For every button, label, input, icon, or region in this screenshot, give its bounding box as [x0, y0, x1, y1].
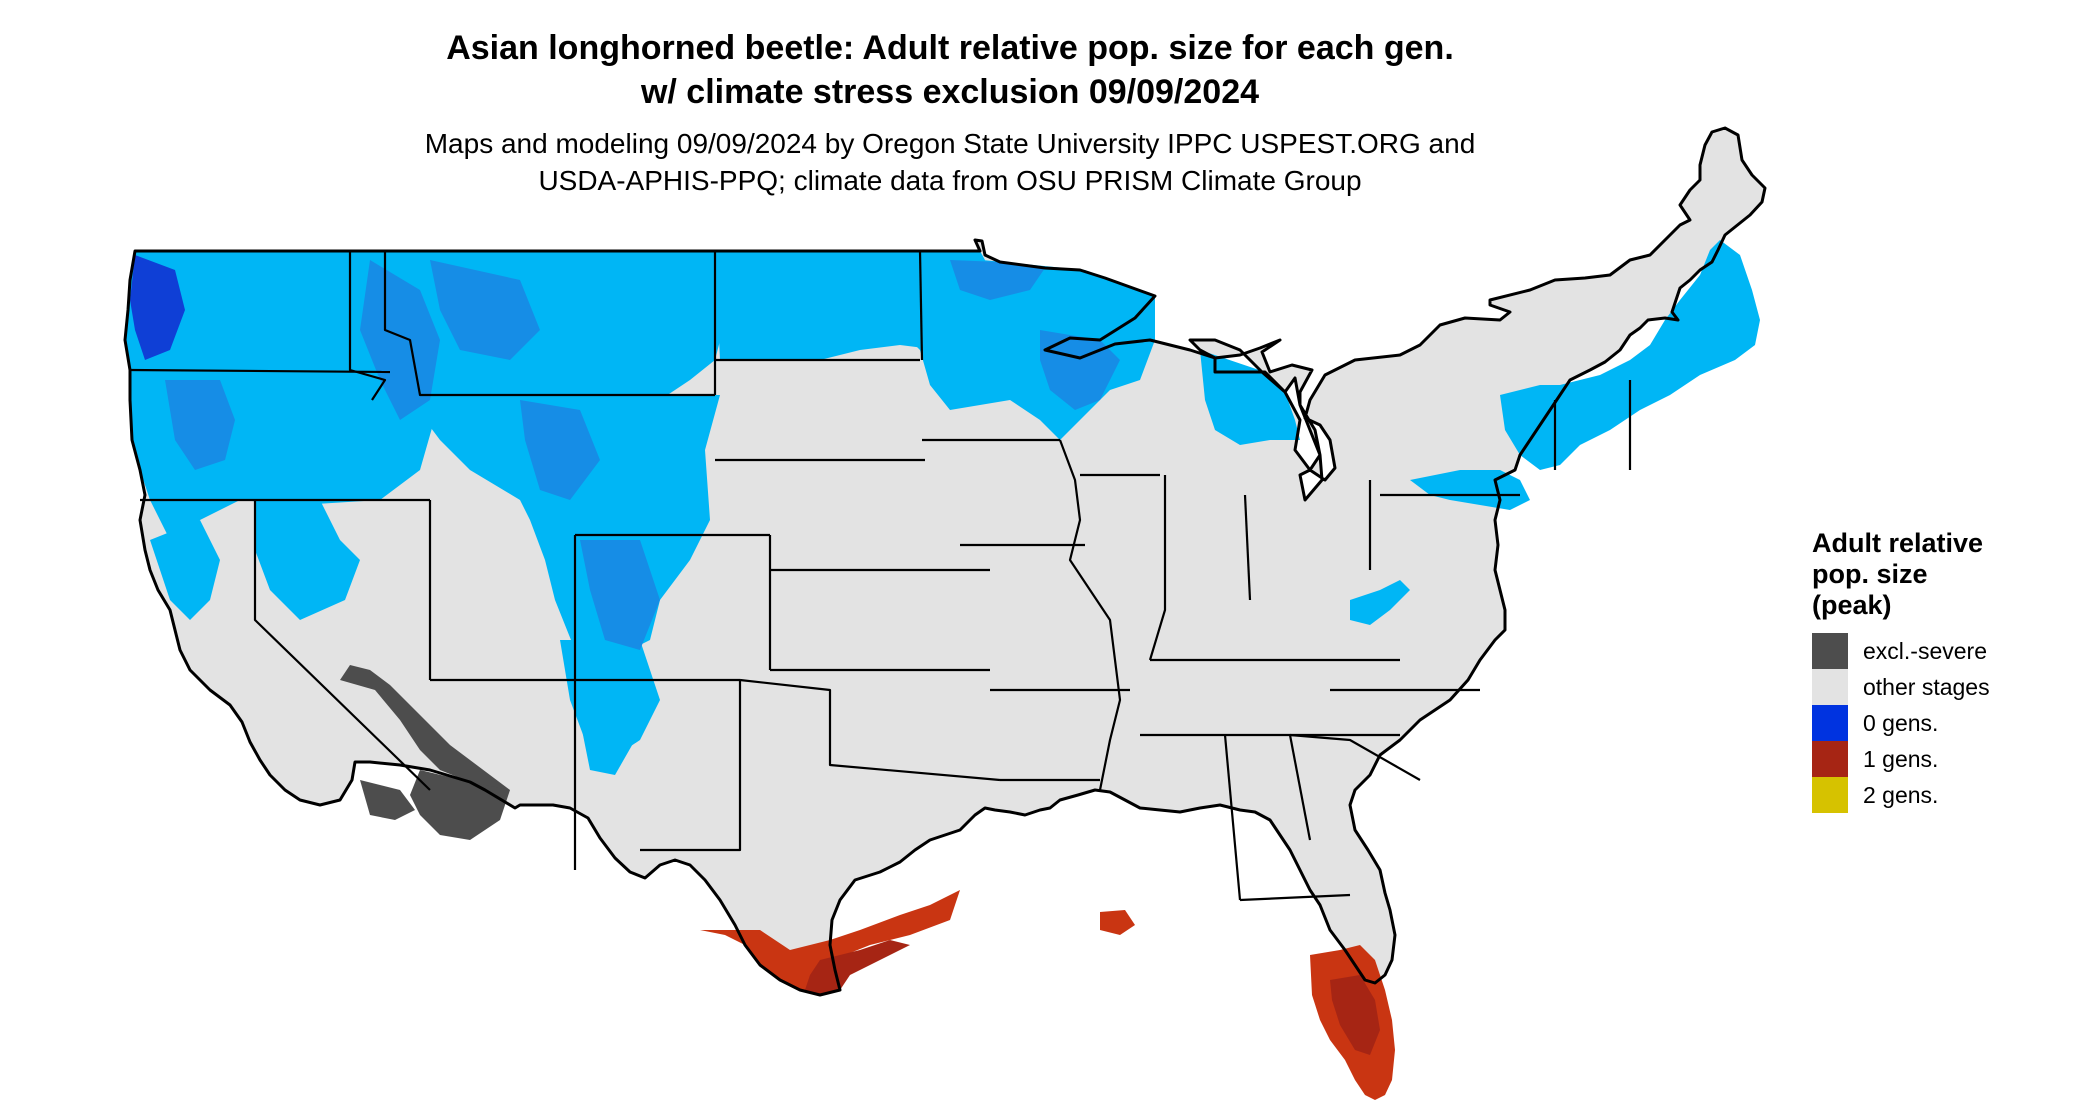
legend-label-excl-severe: excl.-severe [1863, 637, 1987, 664]
zone-arrowhead [950, 260, 1045, 300]
zone-wyoming-ranges [520, 400, 600, 500]
zone-imperial-valley [360, 780, 415, 820]
zone-louisiana-coast [1100, 910, 1135, 935]
border-id-mt [383, 251, 520, 397]
border-or-id-wa [348, 251, 387, 401]
legend-label-1-gens: 1 gens. [1863, 745, 1939, 772]
legend-label-other-stages: other stages [1863, 673, 1990, 700]
legend-swatch-1-gens [1812, 741, 1848, 777]
border-il-in [1148, 475, 1167, 661]
legend-item-other-stages: other stages [1812, 669, 2082, 705]
border-mississippi-river [1058, 439, 1122, 791]
border-al-ga [1288, 734, 1312, 841]
map-title-line-2: w/ climate stress exclusion 09/09/2024 [640, 73, 1260, 111]
zone-new-england [1500, 240, 1760, 470]
zone-texas-coast-dark [805, 940, 910, 995]
legend-title-line-3: (peak) [1812, 590, 1892, 620]
legend-swatch-2-gens [1812, 777, 1848, 813]
zone-michigan-north [1200, 350, 1300, 445]
zone-idaho-mountains [360, 260, 440, 420]
legend-item-0-gens: 0 gens. [1812, 705, 2082, 741]
us-outline-border [123, 126, 1767, 997]
border-nm-tx [640, 680, 742, 852]
generation-zones [125, 240, 1760, 1100]
legend-items: excl.-severe other stages 0 gens. 1 gens… [1812, 633, 2082, 813]
zone-oregon-cascades [165, 380, 235, 470]
legend-item-1-gens: 1 gens. [1812, 741, 2082, 777]
legend-label-0-gens: 0 gens. [1863, 709, 1939, 736]
legend-title: Adult relative pop. size (peak) [1812, 528, 2032, 621]
border-ca-nv-diag [253, 500, 431, 791]
border-wa-or [129, 368, 391, 374]
border-ga-fl [1239, 893, 1351, 902]
map-title-line-1: Asian longhorned beetle: Adult relative … [446, 29, 1454, 67]
zone-colorado-ranges [580, 540, 660, 650]
legend: Adult relative pop. size (peak) excl.-se… [1812, 528, 2082, 813]
zone-sierra [150, 520, 220, 620]
zone-appalachians [1350, 580, 1410, 625]
legend-item-excl-severe: excl.-severe [1812, 633, 2082, 669]
map-subtitle-line-2: USDA-APHIS-PPQ; climate data from OSU PR… [538, 165, 1362, 196]
legend-item-2-gens: 2 gens. [1812, 777, 2082, 813]
border-nd-mn [918, 250, 924, 361]
zone-nevada [255, 500, 360, 620]
legend-title-line-2: pop. size [1812, 559, 1928, 589]
legend-swatch-other-stages [1812, 669, 1848, 705]
zone-washington-coast [130, 255, 185, 360]
zone-montana-mountains [430, 260, 540, 360]
zone-florida-interior [1330, 975, 1380, 1055]
map-subtitle-line-1: Maps and modeling 09/09/2024 by Oregon S… [424, 128, 1476, 159]
border-in-oh [1243, 494, 1252, 601]
zone-arizona-rim [580, 710, 635, 775]
legend-title-line-1: Adult relative [1812, 528, 1984, 558]
legend-swatch-0-gens [1812, 705, 1848, 741]
zone-southwest-desert [340, 665, 510, 800]
zone-arizona-low-desert [410, 770, 510, 840]
legend-label-2-gens: 2 gens. [1863, 781, 1939, 808]
border-ok-tx [739, 678, 1001, 782]
legend-swatch-excl-severe [1812, 633, 1848, 669]
state-borders [123, 126, 1767, 997]
border-ms-al [1223, 734, 1242, 901]
border-nc-sc [1289, 733, 1421, 781]
